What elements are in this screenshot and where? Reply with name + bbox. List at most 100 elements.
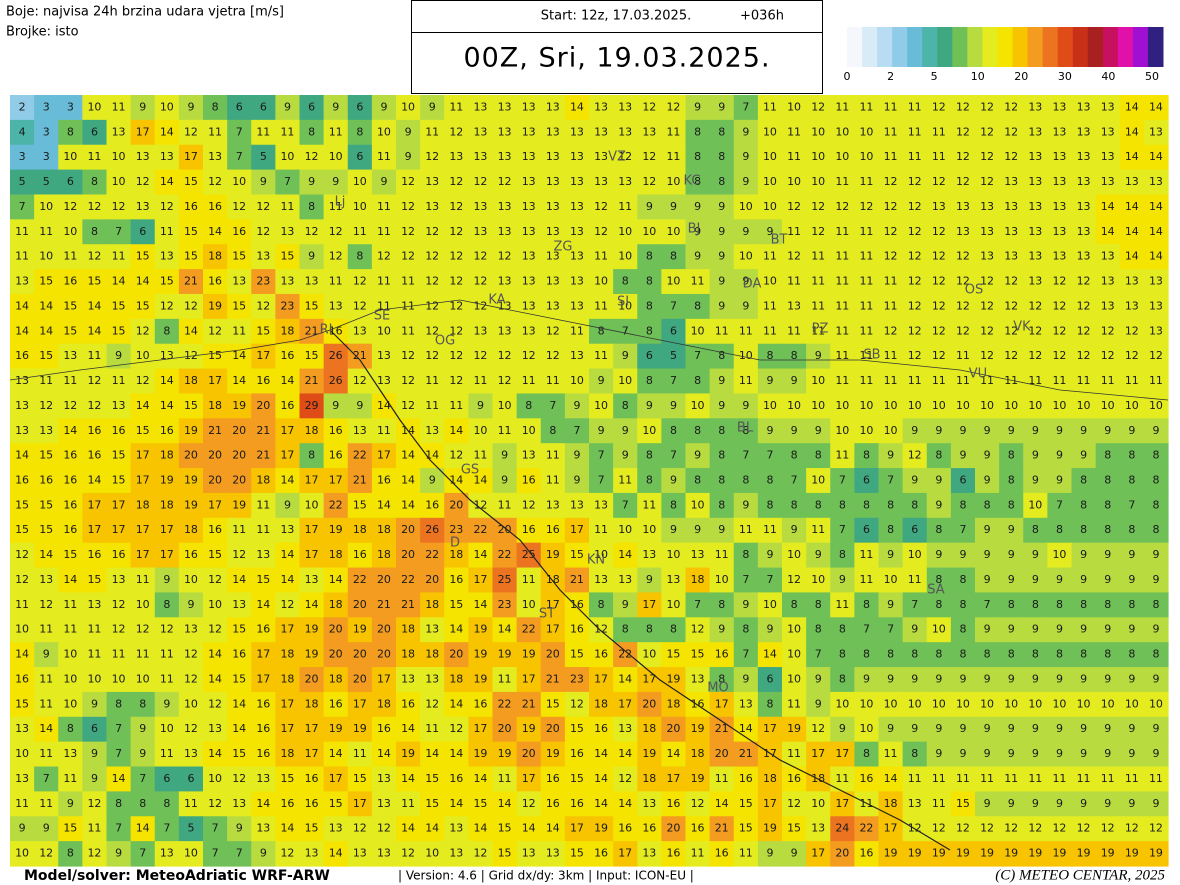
- grid-value: 18: [763, 772, 777, 785]
- grid-value: 20: [449, 498, 463, 511]
- grid-value: 16: [546, 772, 560, 785]
- grid-cell: [733, 144, 759, 171]
- grid-value: 12: [1077, 349, 1091, 362]
- grid-cell: [589, 269, 614, 295]
- grid-cell: [251, 144, 276, 171]
- grid-value: 17: [160, 523, 174, 536]
- grid-cell: [830, 244, 855, 270]
- grid-cell: [106, 119, 132, 146]
- grid-cell: [613, 194, 638, 220]
- grid-value: 15: [353, 772, 367, 785]
- grid-value: 11: [498, 772, 512, 785]
- grid-value: 7: [1056, 498, 1063, 511]
- grid-value: 9: [573, 399, 580, 412]
- grid-value: 16: [232, 225, 246, 238]
- grid-value: 13: [1004, 225, 1018, 238]
- grid-value: 7: [887, 623, 894, 636]
- grid-cell: [661, 119, 687, 146]
- grid-cell: [420, 119, 445, 146]
- grid-cell: [299, 293, 325, 320]
- grid-value: 18: [642, 722, 656, 735]
- grid-value: 9: [1056, 747, 1063, 760]
- grid-value: 12: [87, 200, 101, 213]
- grid-value: 10: [956, 697, 970, 710]
- grid-value: 9: [887, 449, 894, 462]
- grid-value: 7: [670, 299, 677, 312]
- grid-value: 18: [305, 697, 319, 710]
- grid-value: 9: [284, 100, 291, 113]
- grid-cell: [1047, 318, 1073, 345]
- grid-cell: [1095, 269, 1121, 295]
- grid-value: 9: [1032, 672, 1039, 685]
- grid-value: 13: [546, 100, 560, 113]
- grid-value: 9: [622, 598, 629, 611]
- grid-value: 14: [256, 598, 270, 611]
- grid-value: 12: [522, 797, 536, 810]
- grid-value: 13: [1077, 175, 1091, 188]
- grid-value: 10: [763, 150, 777, 163]
- grid-value: 13: [1149, 299, 1163, 312]
- grid-cell: [227, 318, 252, 345]
- grid-value: 9: [91, 747, 98, 760]
- grid-value: 9: [694, 449, 701, 462]
- grid-value: 8: [598, 324, 605, 337]
- grid-value: 12: [63, 200, 77, 213]
- grid-value: 11: [39, 225, 53, 238]
- grid-value: 10: [39, 250, 53, 263]
- grid-value: 11: [811, 250, 825, 263]
- grid-value: 12: [980, 349, 994, 362]
- grid-cell: [1023, 244, 1048, 270]
- grid-value: 9: [163, 573, 170, 586]
- grid-value: 6: [766, 672, 773, 685]
- grid-value: 9: [670, 474, 677, 487]
- grid-value: 8: [670, 623, 677, 636]
- grid: 2 3 3 10 11 9 10 9 8 6 6 9 6 9 6 9 10 9 11 13 13 13 13 14 13 13 12…: [10, 95, 1169, 867]
- grid-cell: [1071, 95, 1097, 121]
- grid-value: 17: [353, 697, 367, 710]
- grid-value: 17: [377, 449, 391, 462]
- grid-cell: [10, 269, 35, 295]
- place-label: ZG: [554, 240, 573, 255]
- grid-value: 13: [522, 449, 536, 462]
- grid-value: 11: [401, 275, 415, 288]
- grid-value: 10: [763, 598, 777, 611]
- grid-cell: [564, 194, 590, 220]
- grid-value: 13: [594, 150, 608, 163]
- grid-value: 11: [425, 374, 439, 387]
- grid-value: 13: [1004, 175, 1018, 188]
- grid-value: 8: [622, 275, 629, 288]
- grid-value: 13: [522, 150, 536, 163]
- grid-value: 13: [473, 100, 487, 113]
- grid-cell: [323, 219, 349, 245]
- grid-value: 9: [718, 275, 725, 288]
- grid-cell: [371, 194, 397, 220]
- grid-value: 9: [1008, 672, 1015, 685]
- header-line2: Brojke: isto: [6, 25, 79, 40]
- grid-cell: [1047, 293, 1073, 320]
- grid-value: 13: [280, 275, 294, 288]
- grid-value: 13: [473, 150, 487, 163]
- grid-cell: [733, 119, 759, 146]
- grid-value: 13: [1101, 250, 1115, 263]
- grid-value: 12: [956, 822, 970, 835]
- grid-value: 16: [280, 349, 294, 362]
- grid-cell: [34, 119, 59, 146]
- grid-cell: [10, 169, 35, 196]
- grid-cell: [58, 95, 83, 121]
- grid-value: 9: [742, 175, 749, 188]
- grid-cell: [999, 119, 1024, 146]
- grid-cell: [299, 244, 325, 270]
- grid-value: 13: [618, 100, 632, 113]
- valid-time: 00Z, Sri, 19.03.2025.: [463, 43, 770, 74]
- grid-cell: [323, 194, 349, 220]
- grid-cell: [540, 219, 566, 245]
- grid-cell: [757, 318, 783, 345]
- grid-cell: [154, 144, 180, 171]
- grid-value: 9: [1080, 747, 1087, 760]
- grid-cell: [540, 119, 566, 146]
- grid-cell: [275, 95, 301, 121]
- grid-value: 10: [1028, 697, 1042, 710]
- grid-value: 13: [1052, 200, 1066, 213]
- grid-value: 8: [863, 449, 870, 462]
- grid-value: 14: [570, 100, 584, 113]
